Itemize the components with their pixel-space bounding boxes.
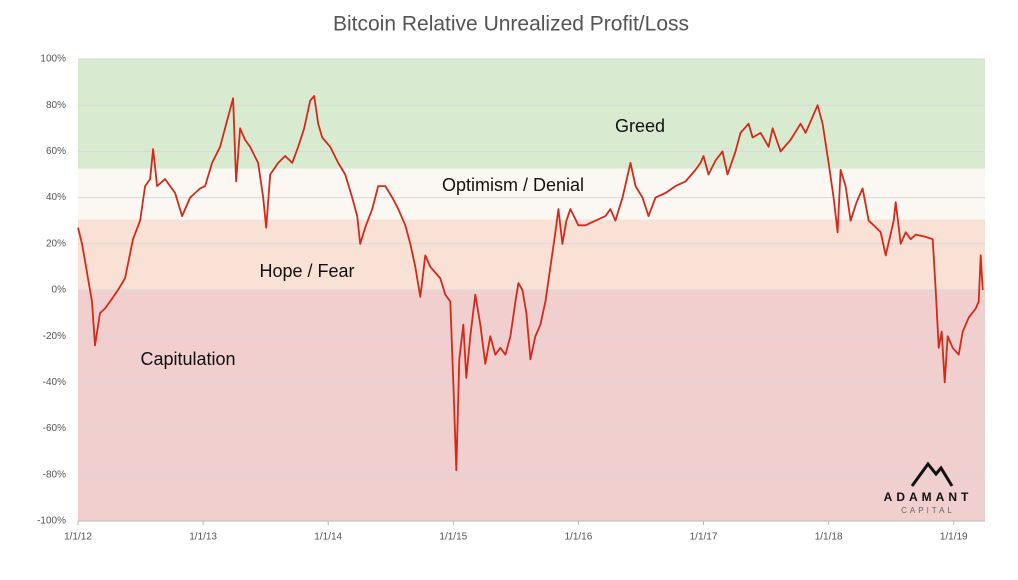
logo: ADAMANT CAPITAL (884, 461, 973, 515)
logo-name: ADAMANT (884, 490, 973, 504)
x-tick-label: 1/1/18 (815, 532, 843, 543)
y-tick-label: 40% (46, 192, 66, 203)
data-line (77, 95, 984, 472)
y-tick-label: 20% (46, 238, 66, 249)
y-tick-label: -100% (37, 516, 66, 527)
plot-area: -100% -80% -60% -40% -20% 0% 20% 40% 60% 80% 100% 1… (37, 54, 985, 543)
y-tick-label: -60% (43, 423, 66, 434)
y-tick-label: 80% (46, 100, 66, 111)
band (78, 59, 985, 169)
x-tick-label: 1/1/19 (940, 532, 968, 543)
y-tick-label: -40% (43, 377, 66, 388)
y-tick-label: 0% (52, 285, 67, 296)
band (78, 219, 985, 290)
band-label: Capitulation (140, 349, 235, 369)
band-label: Greed (615, 116, 665, 136)
x-tick-label: 1/1/17 (690, 532, 718, 543)
band-label: Hope / Fear (259, 261, 354, 281)
band-label: Optimism / Denial (442, 175, 584, 195)
x-tick-label: 1/1/16 (565, 532, 593, 543)
x-tick-label: 1/1/15 (439, 532, 467, 543)
band (78, 290, 985, 521)
y-tick-label: -80% (43, 469, 66, 480)
y-tick-label: 100% (40, 54, 66, 65)
x-tick-label: 1/1/12 (64, 532, 92, 543)
y-tick-label: 60% (46, 146, 66, 157)
chart-title: Bitcoin Relative Unrealized Profit/Loss (333, 13, 689, 36)
logo-tagline: CAPITAL (901, 506, 955, 515)
x-tick-label: 1/1/14 (314, 532, 342, 543)
y-tick-label: -20% (43, 331, 66, 342)
x-tick-label: 1/1/13 (189, 532, 217, 543)
logo-icon (910, 461, 954, 487)
